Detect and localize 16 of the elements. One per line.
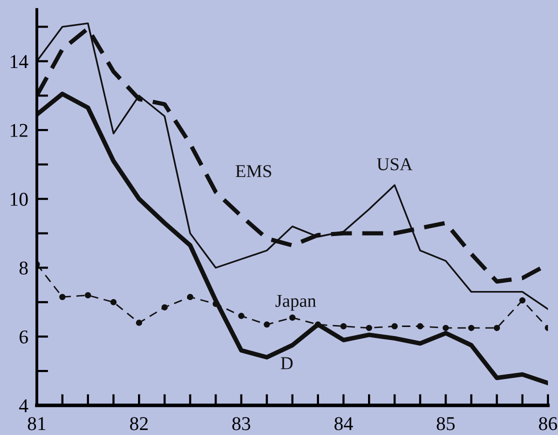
x-tick-label: 83 <box>232 417 250 430</box>
x-tick-label: 81 <box>28 417 46 430</box>
series-label: D <box>280 357 293 370</box>
y-tick-label: 8 <box>20 262 28 275</box>
x-tick-label: 82 <box>130 417 148 430</box>
y-tick-label: 6 <box>20 330 28 344</box>
y-tick-label: 14 <box>10 55 28 68</box>
series-label: Japan <box>276 294 316 311</box>
y-tick-label: 12 <box>10 124 28 137</box>
y-tick-label: 4 <box>19 399 28 412</box>
x-tick-label: 86 <box>538 417 558 430</box>
x-tick-label: 85 <box>436 417 455 430</box>
series-label: USA <box>376 158 413 170</box>
series-label: EMS <box>236 165 272 178</box>
y-tick-label: 10 <box>10 192 28 206</box>
x-tick-label: 84 <box>334 417 353 430</box>
